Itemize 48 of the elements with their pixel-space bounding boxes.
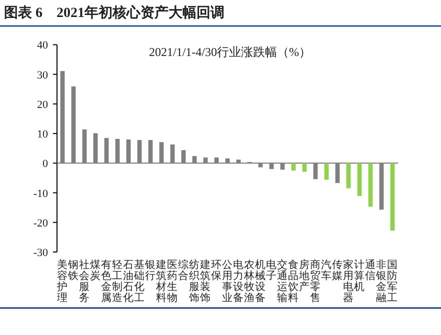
x-tick-label: 国防军工: [387, 259, 398, 304]
x-tick-label: 轻工制造: [112, 259, 123, 304]
bar: [390, 163, 395, 231]
bar: [302, 163, 307, 172]
x-tick-label: 电力设备: [233, 258, 244, 304]
x-tick-label: 石油石化: [123, 259, 134, 304]
y-tick-label: -30: [33, 247, 48, 259]
y-tick-label: 40: [37, 40, 48, 52]
x-tick-label: 农林牧渔: [243, 259, 255, 304]
bar: [368, 163, 373, 207]
chart-subtitle: 2021/1/1-4/30行业涨跌幅（%）: [149, 45, 311, 59]
bar: [357, 163, 362, 196]
bar: [291, 163, 296, 171]
x-tick-label: 交通运输: [277, 258, 288, 304]
x-tick-label: 公用事业: [222, 259, 233, 304]
x-tick-label: 纺织服饰: [188, 258, 200, 304]
x-tick-label: 机械设备: [255, 259, 266, 304]
bar: [346, 163, 351, 188]
x-tick-label: 社会服务: [79, 258, 90, 304]
x-tick-label: 医药生物: [167, 259, 178, 304]
x-tick-label: 有色金属: [101, 259, 112, 304]
x-tick-label: 环保: [211, 259, 222, 282]
x-tick-label: 非银金融: [375, 258, 387, 304]
x-tick-label: 美容护理: [56, 258, 68, 304]
x-tick-label: 传媒: [332, 259, 343, 282]
x-tick-label: 计算机: [354, 258, 365, 293]
x-tick-label: 银行: [144, 259, 156, 282]
y-tick-label: 0: [42, 158, 48, 170]
x-tick-label: 电子: [266, 258, 277, 282]
y-tick-label: -10: [33, 188, 48, 200]
y-tick-label: -20: [33, 217, 48, 230]
y-tick-label: 30: [37, 69, 48, 82]
x-tick-label: 钢铁: [67, 259, 79, 282]
x-tick-label: 食品饮料: [287, 259, 299, 304]
x-tick-label: 基础化工: [133, 258, 145, 304]
y-tick-label: 20: [37, 98, 48, 111]
x-tick-label: 通信: [365, 258, 376, 282]
x-tick-label: 建筑材料: [155, 258, 167, 304]
x-tick-label: 家用电器: [343, 258, 354, 304]
x-tick-label: 煤炭: [90, 259, 101, 282]
y-tick-label: 10: [37, 128, 48, 141]
x-tick-label: 建筑装饰: [199, 258, 211, 304]
x-tick-label: 汽车: [321, 259, 332, 282]
x-tick-label: 商贸零售: [310, 258, 321, 304]
x-tick-label: 综合: [178, 258, 189, 282]
chart-title: 图表 6 2021年初核心资产大幅回调: [4, 4, 224, 21]
x-tick-label: 房地产: [298, 258, 310, 293]
bar: [324, 163, 329, 180]
